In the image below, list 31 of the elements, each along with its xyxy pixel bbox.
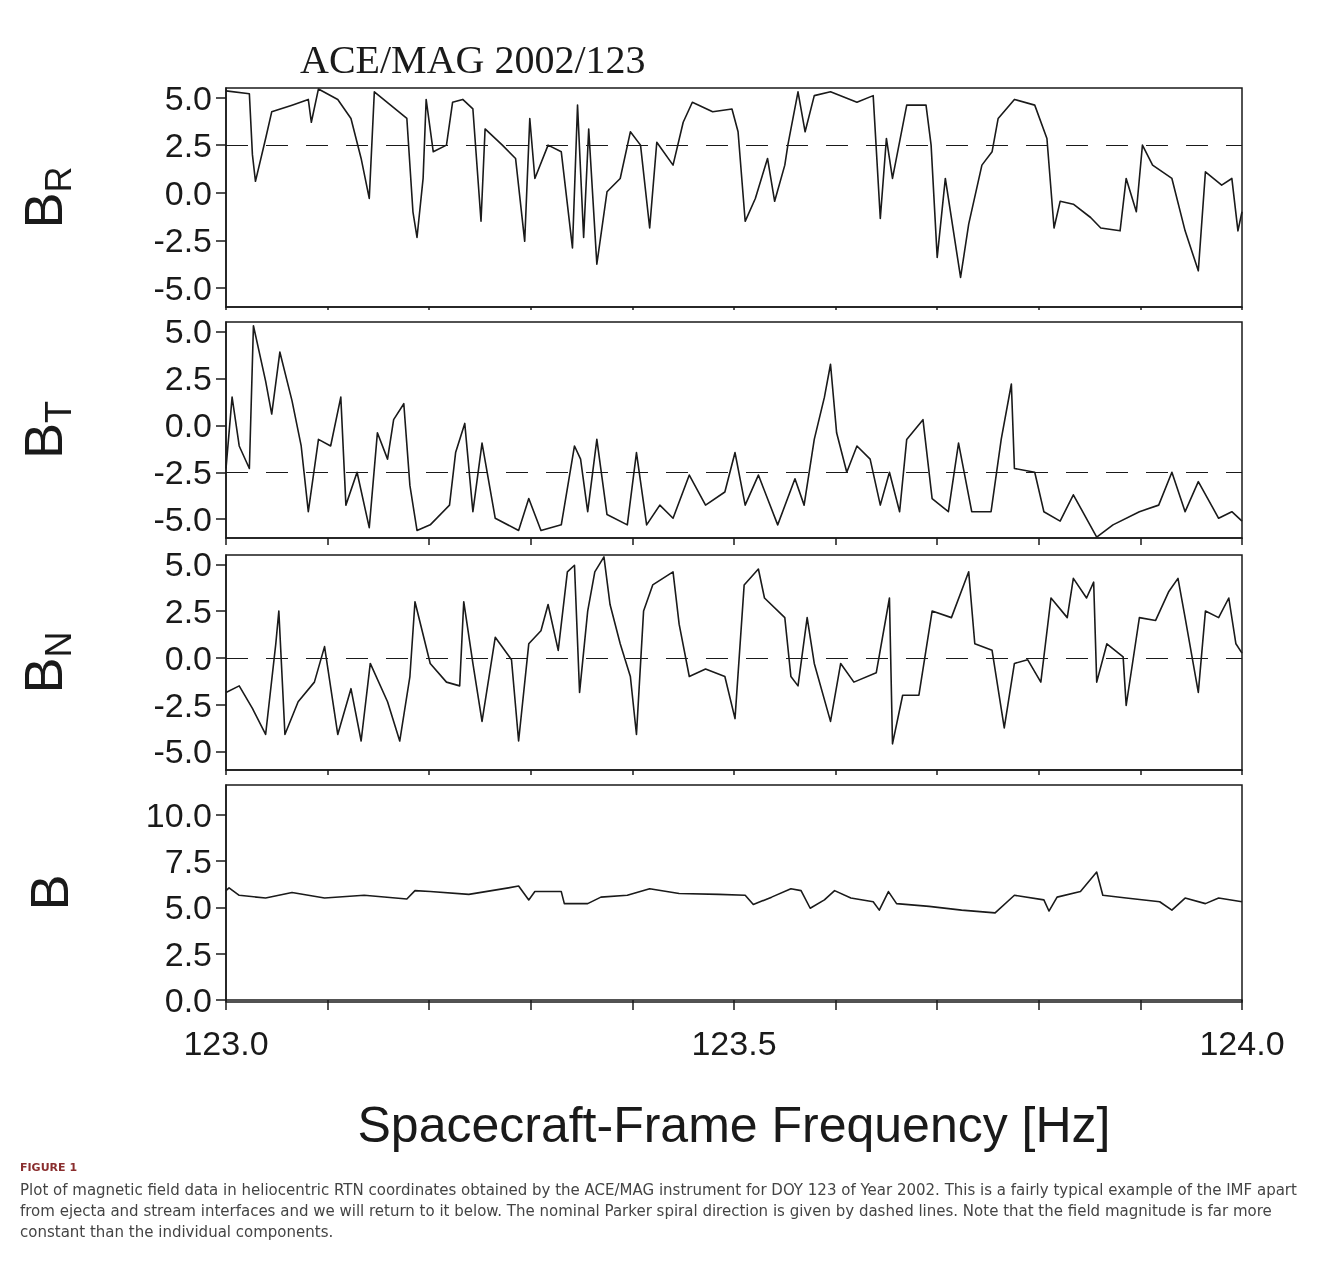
y-tick-label: 10.0 [145,795,212,834]
y-tick-label: -2.5 [153,221,212,260]
y-tick-label: -2.5 [153,685,212,724]
y-tick-label: -5.0 [153,500,212,539]
y-tick-label: 7.5 [164,841,212,880]
x-tick-label: 124.0 [1199,1024,1285,1062]
y-tick-label: 0.0 [164,173,212,212]
y-tick-label: 5.0 [164,78,212,117]
y-tick-label: 0.0 [164,638,212,677]
y-axis-title: BR [13,166,79,229]
y-axis-title: BT [13,400,79,460]
y-tick-label: 2.5 [164,359,212,398]
x-tick-label: 123.5 [691,1024,777,1062]
y-tick-label: -5.0 [153,268,212,307]
y-tick-label: 0.0 [164,981,212,1019]
x-axis-title: Spacecraft-Frame Frequency [Hz] [357,1097,1111,1153]
text: Plot of magnetic field data in heliocentric RTN coordinates obtained by the ACE/MAG instrument for DOY 123 of Year 2002. This is a fairly typical example of the IMF apart from ejecta and stream interfaces and we will return to it below. The nominal Parker spiral direction is given by dashed lines. Note that the field magnitude is far more constant than the individual components. [20,1180,1298,1243]
y-tick-label: 5.0 [164,312,212,351]
caption: FIGURE 1 [20,1160,79,1176]
y-tick-label: 0.0 [164,406,212,445]
y-tick-label: 5.0 [164,545,212,584]
y-tick-label: -5.0 [153,732,212,771]
y-axis-title: BN [13,631,79,694]
y-tick-label: -2.5 [153,453,212,492]
y-tick-label: 5.0 [164,888,212,927]
y-tick-label: 2.5 [164,592,212,631]
chart-title: ACE/MAG 2002/123 [300,36,646,82]
y-tick-label: 2.5 [164,934,212,973]
y-tick-label: 2.5 [164,126,212,165]
x-tick-label: 123.0 [183,1024,269,1062]
y-axis-title: B [19,874,79,911]
